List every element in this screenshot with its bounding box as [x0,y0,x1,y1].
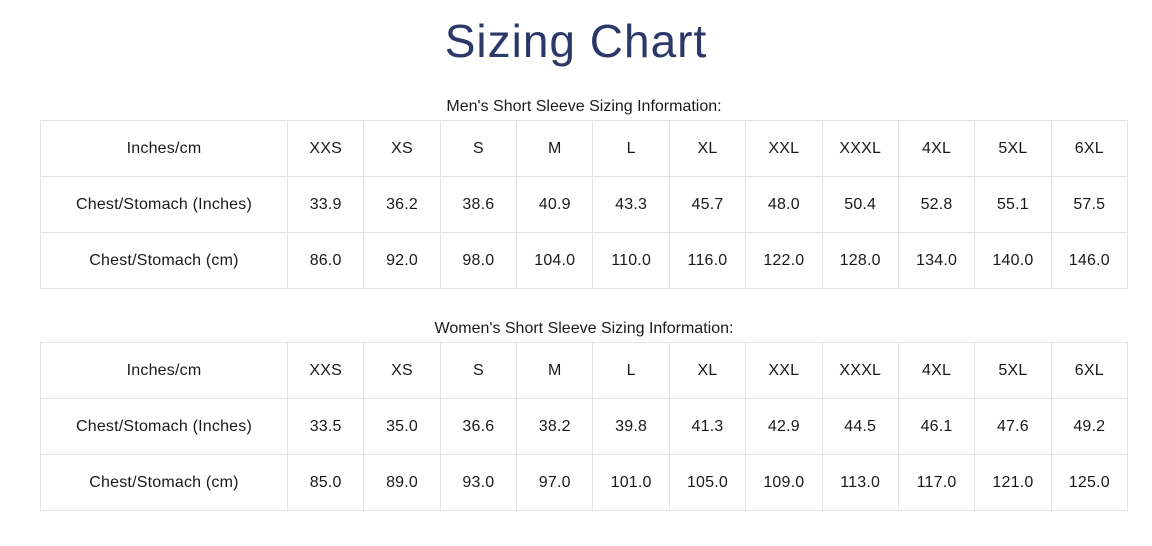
measurement-value: 89.0 [363,454,441,511]
measurement-value: 49.2 [1050,398,1129,455]
measurement-value: 41.3 [668,398,747,455]
measurement-value: 57.5 [1050,176,1129,233]
size-column-header: 6XL [1050,342,1129,399]
measurement-value: 113.0 [821,454,899,511]
size-column-header: XS [363,120,441,177]
womens-sizing-section: Women's Short Sleeve Sizing Information:… [0,319,1152,511]
size-column-header: 5XL [974,342,1052,399]
measurement-value: 43.3 [592,176,670,233]
measurement-value: 98.0 [439,232,518,289]
measurement-value: 92.0 [363,232,441,289]
measurement-value: 36.2 [363,176,441,233]
measurement-value: 104.0 [516,232,594,289]
measurement-value: 45.7 [668,176,747,233]
size-column-header: S [439,342,518,399]
table-row: Chest/Stomach (Inches) 33.9 36.2 38.6 40.9 43… [40,176,1129,233]
size-column-header: XS [363,342,441,399]
size-column-header: XL [668,120,747,177]
row-label: Chest/Stomach (cm) [40,232,288,289]
measurement-value: 125.0 [1050,454,1129,511]
row-label: Chest/Stomach (Inches) [40,176,288,233]
measurement-value: 116.0 [668,232,747,289]
measurement-value: 146.0 [1050,232,1129,289]
table-header-row: Inches/cm XXS XS S M L XL XXL XXXL 4XL 5XL 6XL [40,342,1129,399]
measurement-value: 35.0 [363,398,441,455]
measurement-value: 42.9 [745,398,823,455]
size-column-header: XXS [286,120,365,177]
measurement-value: 38.2 [516,398,594,455]
size-column-header: XXL [745,342,823,399]
size-column-header: XL [668,342,747,399]
measurement-value: 134.0 [897,232,976,289]
measurement-value: 110.0 [592,232,670,289]
measurement-value: 105.0 [668,454,747,511]
size-column-header: XXXL [821,342,899,399]
measurement-value: 48.0 [745,176,823,233]
mens-sizing-table: Inches/cm XXS XS S M L XL XXL XXXL 4XL 5XL 6XL Chest… [40,120,1129,289]
measurement-value: 121.0 [974,454,1052,511]
size-column-header: 5XL [974,120,1052,177]
size-column-header: M [516,342,594,399]
measurement-value: 39.8 [592,398,670,455]
table-row: Chest/Stomach (Inches) 33.5 35.0 36.6 38.2 39… [40,398,1129,455]
size-column-header: XXS [286,342,365,399]
mens-table-subtitle: Men's Short Sleeve Sizing Information: [446,98,722,115]
size-column-header: M [516,120,594,177]
measurement-value: 122.0 [745,232,823,289]
measurement-value: 33.5 [286,398,365,455]
size-column-header: L [592,342,670,399]
measurement-value: 40.9 [516,176,594,233]
womens-table-subtitle: Women's Short Sleeve Sizing Information: [434,320,734,337]
size-column-header: L [592,120,670,177]
measurement-value: 33.9 [286,176,365,233]
measurement-value: 101.0 [592,454,670,511]
size-column-header: 4XL [897,342,976,399]
sizing-chart-page: Sizing Chart Men's Short Sleeve Sizing I… [0,14,1152,546]
measurement-value: 36.6 [439,398,518,455]
measurement-value: 140.0 [974,232,1052,289]
measurement-value: 44.5 [821,398,899,455]
womens-sizing-table: Inches/cm XXS XS S M L XL XXL XXXL 4XL 5XL 6XL Chest… [40,342,1129,511]
size-column-header: 6XL [1050,120,1129,177]
measurement-value: 50.4 [821,176,899,233]
measurement-value: 38.6 [439,176,518,233]
table-row: Chest/Stomach (cm) 86.0 92.0 98.0 104.0 110.0… [40,232,1129,289]
measurement-value: 47.6 [974,398,1052,455]
measurement-value: 52.8 [897,176,976,233]
measurement-value: 46.1 [897,398,976,455]
measurement-value: 109.0 [745,454,823,511]
measurement-value: 93.0 [439,454,518,511]
measurement-value: 55.1 [974,176,1052,233]
mens-sizing-section: Men's Short Sleeve Sizing Information: I… [0,97,1152,289]
size-column-header: S [439,120,518,177]
table-header-row: Inches/cm XXS XS S M L XL XXL XXXL 4XL 5XL 6XL [40,120,1129,177]
size-column-header: XXL [745,120,823,177]
measurement-value: 86.0 [286,232,365,289]
measurement-value: 117.0 [897,454,976,511]
table-row: Chest/Stomach (cm) 85.0 89.0 93.0 97.0 101.0 1… [40,454,1129,511]
page-title: Sizing Chart [444,15,708,67]
measurement-value: 85.0 [286,454,365,511]
row-label: Chest/Stomach (Inches) [40,398,288,455]
row-label: Chest/Stomach (cm) [40,454,288,511]
size-column-header: XXXL [821,120,899,177]
size-column-header: 4XL [897,120,976,177]
units-column-header: Inches/cm [40,342,288,399]
units-column-header: Inches/cm [40,120,288,177]
measurement-value: 128.0 [821,232,899,289]
measurement-value: 97.0 [516,454,594,511]
